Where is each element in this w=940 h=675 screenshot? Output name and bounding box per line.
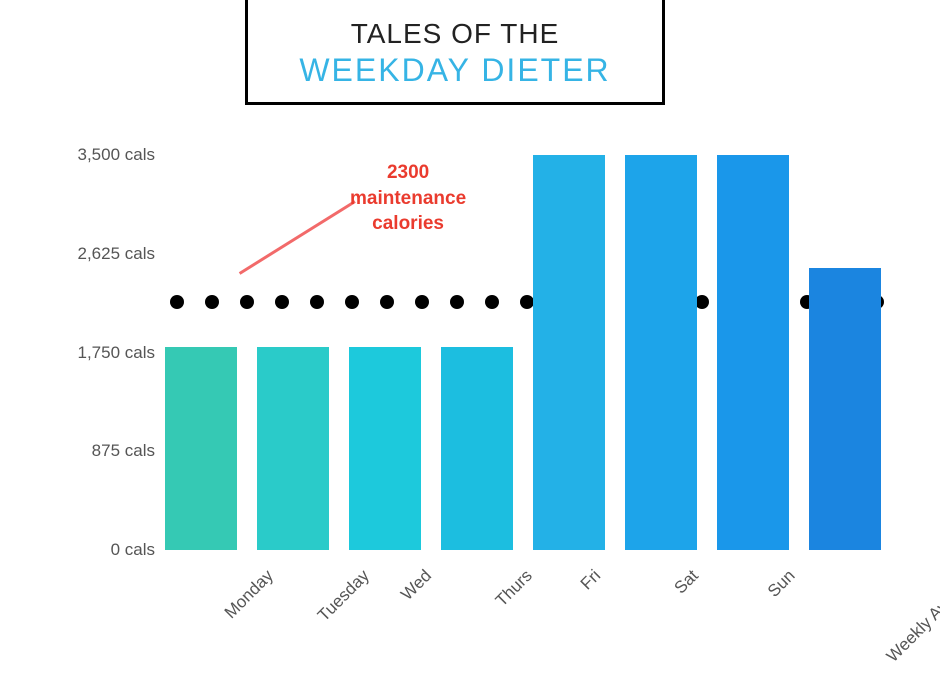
bar-thurs bbox=[441, 347, 513, 550]
y-tick-label: 3,500 cals bbox=[55, 145, 155, 165]
maintenance-dot bbox=[170, 295, 184, 309]
maintenance-dot bbox=[240, 295, 254, 309]
bar-sat bbox=[625, 155, 697, 550]
maintenance-dot bbox=[695, 295, 709, 309]
annotation-text-line: maintenance bbox=[350, 186, 466, 212]
maintenance-dot bbox=[310, 295, 324, 309]
calorie-bar-chart: 2300maintenancecalories Monday Tuesday Wed… bbox=[55, 155, 910, 655]
y-tick-label: 875 cals bbox=[55, 441, 155, 461]
bar-sun bbox=[717, 155, 789, 550]
annotation-pointer-line bbox=[239, 200, 356, 274]
bar-fri bbox=[533, 155, 605, 550]
x-tick-label: Wed bbox=[397, 566, 436, 605]
bar-weekly-average bbox=[809, 268, 881, 550]
title-line-2: WEEKDAY DIETER bbox=[248, 52, 662, 89]
annotation-text-line: calories bbox=[350, 211, 466, 237]
maintenance-dot bbox=[205, 295, 219, 309]
x-tick-label: Sun bbox=[764, 566, 800, 602]
annotation-text-line: 2300 bbox=[350, 160, 466, 186]
y-tick-label: 1,750 cals bbox=[55, 343, 155, 363]
maintenance-dot bbox=[520, 295, 534, 309]
x-tick-label: Monday bbox=[221, 566, 278, 623]
maintenance-dot bbox=[450, 295, 464, 309]
y-tick-label: 0 cals bbox=[55, 540, 155, 560]
x-tick-label: Weekly Average bbox=[883, 566, 940, 667]
bar-monday bbox=[165, 347, 237, 550]
maintenance-dot bbox=[345, 295, 359, 309]
x-tick-label: Sat bbox=[670, 566, 702, 598]
title-box: TALES OF THE WEEKDAY DIETER bbox=[245, 0, 665, 105]
maintenance-dot bbox=[415, 295, 429, 309]
maintenance-dot bbox=[380, 295, 394, 309]
x-tick-label: Fri bbox=[577, 566, 605, 594]
y-tick-label: 2,625 cals bbox=[55, 244, 155, 264]
x-axis: MondayTuesdayWedThursFriSatSunWeekly Ave… bbox=[165, 558, 910, 648]
maintenance-dot bbox=[275, 295, 289, 309]
x-tick-label: Tuesday bbox=[314, 566, 374, 626]
maintenance-dot bbox=[485, 295, 499, 309]
bar-wed bbox=[349, 347, 421, 550]
title-line-1: TALES OF THE bbox=[248, 18, 662, 50]
plot-area: 2300maintenancecalories bbox=[165, 155, 910, 550]
maintenance-annotation: 2300maintenancecalories bbox=[350, 160, 466, 237]
x-tick-label: Thurs bbox=[492, 566, 537, 611]
bar-tuesday bbox=[257, 347, 329, 550]
